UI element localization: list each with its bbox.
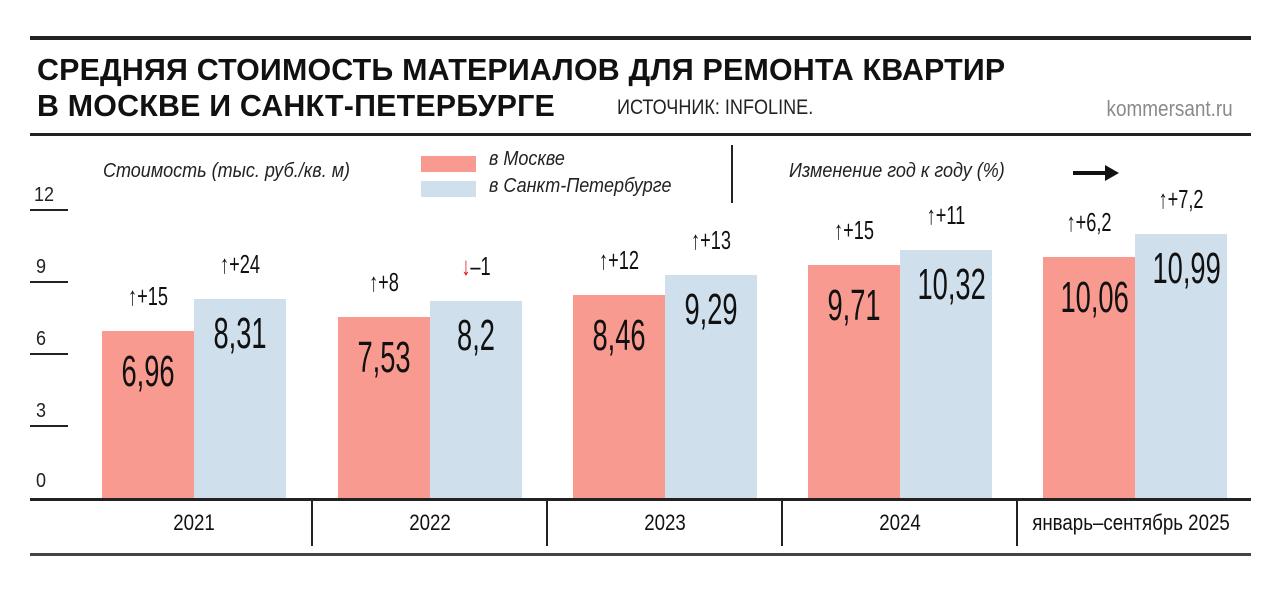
- bar-spb-3: 10,32: [900, 250, 992, 498]
- source-label: ИСТОЧНИК: INFOLINE.: [617, 96, 814, 119]
- y-tick-label-6: 6: [36, 328, 47, 350]
- bar-spb-4: 10,99: [1135, 234, 1227, 498]
- bar-value-label: 8,2: [457, 311, 495, 360]
- bar-moscow-3: 9,71: [808, 265, 900, 498]
- legend-swatch-spb: [421, 181, 476, 197]
- yoy-change-label: ↑+24: [201, 249, 279, 280]
- x-axis-baseline: [30, 498, 1251, 501]
- up-arrow-icon: ↑: [1158, 184, 1168, 214]
- bar-value-label: 10,32: [917, 260, 986, 309]
- category-label-2022: 2022: [409, 510, 451, 535]
- yoy-change-label: ↑+7,2: [1142, 184, 1220, 215]
- yoy-change-label: ↑+13: [672, 225, 750, 256]
- bar-value-label: 9,29: [684, 285, 738, 334]
- up-arrow-icon: ↑: [691, 225, 701, 255]
- category-divider: [546, 500, 548, 546]
- change-label: Изменение год к году (%): [789, 160, 1005, 182]
- yoy-change-value: –1: [470, 251, 491, 281]
- bar-value-label: 10,06: [1060, 273, 1129, 322]
- up-arrow-icon: ↑: [926, 200, 936, 230]
- right-arrow-icon: [1073, 163, 1119, 183]
- chart-title-line2: В МОСКВЕ И САНКТ-ПЕТЕРБУРГЕ: [37, 88, 555, 123]
- yoy-change-label: ↑+12: [580, 245, 658, 276]
- bar-value-label: 9,71: [827, 281, 881, 330]
- top-rule: [30, 36, 1251, 40]
- bar-spb-2: 9,29: [665, 275, 757, 498]
- bar-moscow-4: 10,06: [1043, 257, 1135, 498]
- category-label-2024: 2024: [879, 510, 921, 535]
- yoy-change-value: +12: [608, 245, 639, 275]
- header-bottom-rule: [30, 133, 1251, 136]
- category-label-2025-jan-sep: январь–сентябрь 2025: [1032, 510, 1230, 535]
- y-tick-label-0: 0: [36, 470, 47, 492]
- bar-value-label: 8,46: [592, 311, 646, 360]
- yoy-change-value: +13: [700, 225, 731, 255]
- yoy-change-label: ↑+11: [907, 200, 985, 231]
- yoy-change-label: ↑+8: [345, 267, 423, 298]
- y-tick-label-9: 9: [36, 256, 47, 278]
- category-label-2023: 2023: [644, 510, 686, 535]
- y-axis-label: Стоимость (тыс. руб./кв. м): [103, 160, 351, 182]
- brand-label: kommersant.ru: [1106, 96, 1233, 121]
- up-arrow-icon: ↑: [220, 249, 230, 279]
- y-tick-line-3: [30, 425, 68, 427]
- yoy-change-value: +7,2: [1167, 184, 1204, 214]
- yoy-change-value: +11: [935, 200, 966, 230]
- yoy-change-value: +8: [378, 267, 399, 297]
- bar-value-label: 8,31: [213, 309, 267, 358]
- yoy-change-value: +15: [843, 215, 874, 245]
- category-divider: [311, 500, 313, 546]
- bar-value-label: 6,96: [121, 347, 175, 396]
- y-tick-line-9: [30, 281, 68, 283]
- legend-separator: [731, 145, 733, 203]
- y-tick-line-12: [30, 209, 68, 211]
- bar-moscow-1: 7,53: [338, 317, 430, 498]
- yoy-change-value: +15: [137, 281, 168, 311]
- chart-title-line1: СРЕДНЯЯ СТОИМОСТЬ МАТЕРИАЛОВ ДЛЯ РЕМОНТА…: [37, 52, 1006, 87]
- bar-value-label: 10,99: [1152, 244, 1221, 293]
- up-arrow-icon: ↑: [834, 215, 844, 245]
- category-divider: [1016, 500, 1018, 546]
- bar-spb-1: 8,2: [430, 301, 522, 498]
- up-arrow-icon: ↑: [599, 245, 609, 275]
- y-tick-line-6: [30, 353, 68, 355]
- down-arrow-icon: ↓: [461, 251, 471, 281]
- legend-label-moscow: в Москве: [489, 148, 565, 170]
- yoy-change-label: ↑+15: [109, 281, 187, 312]
- yoy-change-label: ↑+15: [815, 215, 893, 246]
- bottom-rule: [30, 553, 1251, 556]
- y-tick-label-12: 12: [34, 184, 55, 206]
- legend-label-spb: в Санкт-Петербурге: [489, 175, 672, 197]
- up-arrow-icon: ↑: [369, 267, 379, 297]
- category-divider: [781, 500, 783, 546]
- bar-value-label: 7,53: [357, 333, 411, 382]
- up-arrow-icon: ↑: [1066, 207, 1076, 237]
- bar-spb-0: 8,31: [194, 299, 286, 498]
- yoy-change-label: ↓–1: [437, 251, 515, 282]
- up-arrow-icon: ↑: [128, 281, 138, 311]
- yoy-change-value: +6,2: [1075, 207, 1112, 237]
- legend-swatch-moscow: [421, 156, 476, 172]
- yoy-change-label: ↑+6,2: [1050, 207, 1128, 238]
- bar-moscow-0: 6,96: [102, 331, 194, 498]
- bar-moscow-2: 8,46: [573, 295, 665, 498]
- y-tick-label-3: 3: [36, 400, 47, 422]
- yoy-change-value: +24: [229, 249, 260, 279]
- category-label-2021: 2021: [173, 510, 215, 535]
